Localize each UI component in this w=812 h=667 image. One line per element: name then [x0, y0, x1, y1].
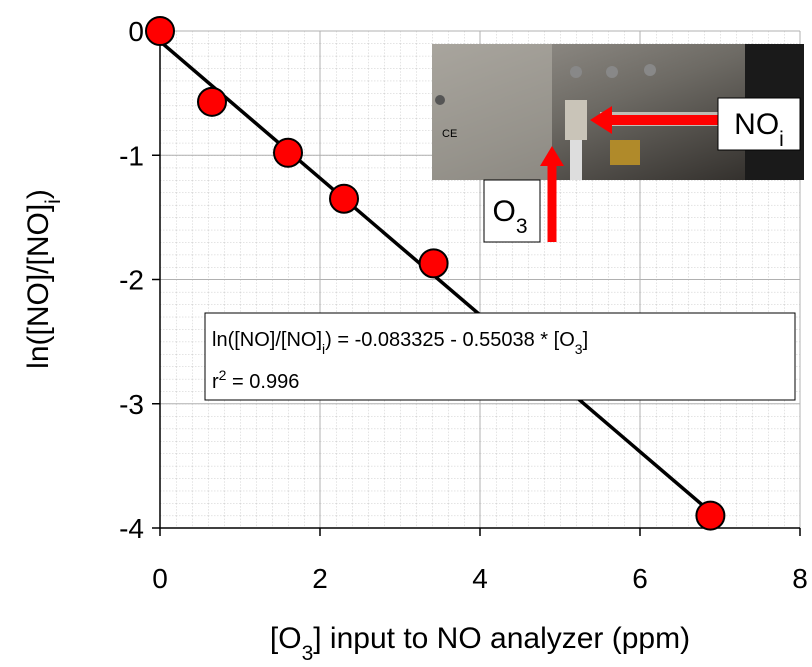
photo-fitting — [606, 66, 618, 78]
text-part: 2 — [219, 367, 227, 383]
text-part: O — [492, 195, 515, 228]
plot — [145, 16, 801, 536]
text-part: - — [445, 329, 463, 351]
photo-inset: CE — [432, 44, 804, 180]
point — [418, 248, 449, 279]
text-part: r — [212, 371, 219, 393]
text-part: ] input to NO analyzer (ppm) — [313, 622, 690, 655]
inset-label: NOi — [734, 108, 784, 151]
text-part: ln([NO]/[NO] — [212, 329, 322, 351]
text-part: 3 — [302, 642, 314, 665]
text-part: 0.996 — [249, 371, 299, 393]
text-part: i — [42, 199, 65, 204]
text-part: 3 — [575, 341, 583, 357]
r-squared: r2 = 0.996 — [212, 367, 299, 393]
inset-arrows — [483, 97, 801, 243]
text-part: i — [779, 128, 784, 151]
photo-fitting — [570, 66, 582, 78]
x-axis-label: [O3] input to NO analyzer (ppm) — [270, 622, 690, 665]
y-axis-label: ln([NO]/[NO]i) — [22, 189, 65, 369]
text-part: = — [226, 371, 249, 393]
photo-panel — [432, 44, 552, 180]
x-tick-label: 4 — [472, 563, 488, 594]
text-part: [O — [270, 622, 302, 655]
x-tick-label: 2 — [312, 563, 328, 594]
text-part: 0.55038 — [462, 329, 534, 351]
text-part: i — [322, 341, 325, 357]
text-part: ) — [22, 189, 55, 199]
photo-valve — [610, 140, 640, 165]
x-tick-label: 6 — [632, 563, 648, 594]
photo-screw — [435, 95, 445, 105]
text-part: ) = — [325, 329, 354, 351]
photo-tube — [570, 140, 582, 180]
text-part: 3 — [516, 215, 528, 238]
photo-mark: CE — [442, 128, 457, 140]
text-part: NO — [734, 108, 779, 141]
inset-label: O3 — [492, 195, 527, 238]
x-tick-label: 8 — [792, 563, 808, 594]
point — [273, 137, 303, 168]
photo-fitting — [644, 64, 656, 76]
arrow-head — [540, 146, 564, 166]
y-tick-label: -1 — [119, 140, 144, 171]
equation-box — [204, 312, 796, 401]
y-tick-label: 0 — [128, 16, 144, 47]
point — [695, 500, 726, 531]
label-box — [717, 97, 801, 151]
point — [145, 16, 175, 46]
text-part: * [O — [535, 329, 575, 351]
text-part: -0.083325 — [355, 329, 445, 351]
y-tick-label: -3 — [119, 389, 144, 420]
x-tick-label: 0 — [152, 563, 168, 594]
point — [197, 86, 227, 117]
y-tick-label: -2 — [119, 265, 144, 296]
text-part: ln([NO]/[NO] — [22, 204, 55, 369]
y-tick-label: -4 — [119, 513, 144, 544]
arrow-head — [590, 106, 612, 134]
point — [329, 183, 359, 214]
label-box — [483, 179, 541, 243]
photo-tee — [565, 100, 587, 140]
fit-equation: ln([NO]/[NO]i) = -0.083325 - 0.55038 * [… — [212, 329, 588, 357]
text-part: ] — [583, 329, 589, 351]
